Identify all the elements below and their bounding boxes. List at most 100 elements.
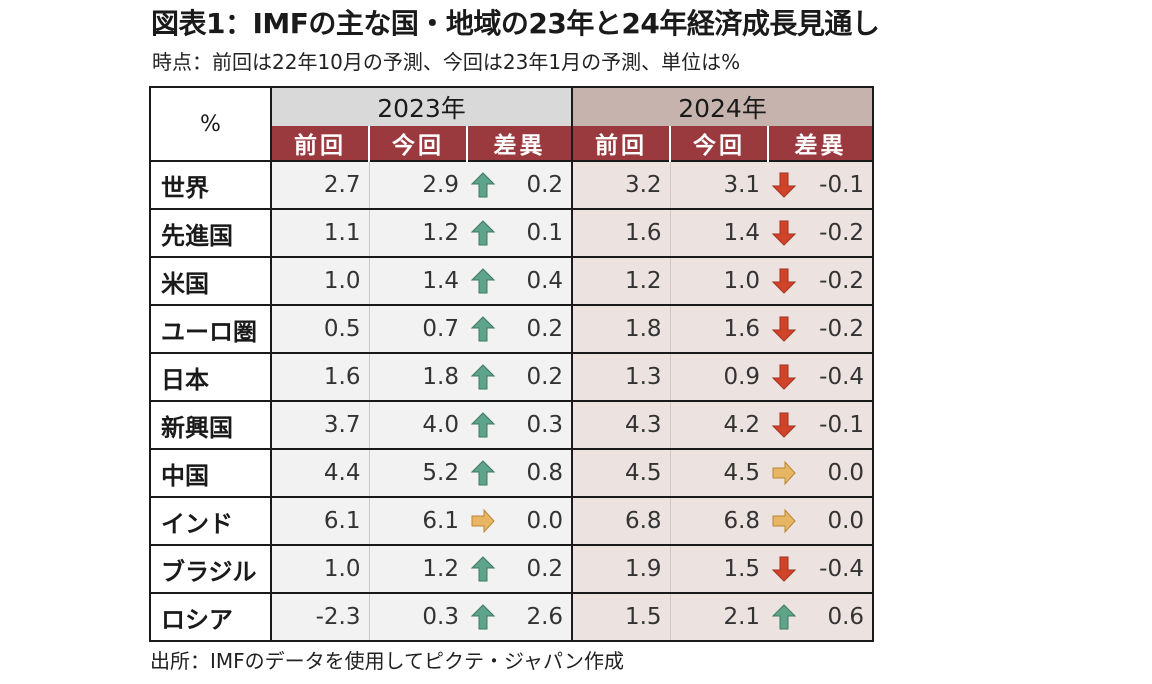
diff-value: -0.2 — [819, 268, 865, 294]
diff-value: 0.0 — [827, 508, 865, 534]
curr-2024-cell: 2.1 — [670, 592, 769, 642]
diff-value: 0.0 — [827, 460, 865, 486]
arrow-up-icon — [471, 604, 495, 630]
curr-2023-cell: 4.0 — [369, 400, 467, 449]
arrow-up-icon — [471, 316, 495, 342]
diff-cell-2024: 0.0 — [768, 496, 875, 545]
row-label: 世界 — [149, 160, 272, 209]
row-label: ブラジル — [149, 544, 272, 593]
diff-cell-2024: -0.4 — [768, 352, 875, 401]
diff-cell-2024: -0.2 — [768, 256, 875, 305]
curr-2024-cell: 1.6 — [670, 304, 769, 353]
table-body: 世界 2.7 2.9 0.2 3.2 3.1 -0.1 先進国 1.1 1.2 0.1 1.6 1.4-… — [149, 160, 875, 642]
arrow-down-icon — [772, 172, 797, 198]
diff-cell-2023: 0.1 — [467, 208, 574, 257]
row-label: 米国 — [149, 256, 272, 305]
arrow-down-icon — [772, 412, 797, 438]
diff-value: 0.2 — [526, 364, 564, 390]
diff-cell-2023: 0.0 — [467, 496, 574, 545]
curr-2024-cell: 1.5 — [670, 544, 769, 593]
curr-2024-cell: 6.8 — [670, 496, 769, 545]
row-label: ロシア — [149, 592, 272, 642]
prev-2023-cell: 0.5 — [271, 304, 370, 353]
curr-2023-cell: 1.2 — [369, 208, 467, 257]
prev-2023-cell: 2.7 — [271, 160, 370, 209]
diff-cell-2023: 0.2 — [467, 544, 574, 593]
prev-2023-cell: 1.1 — [271, 208, 370, 257]
forecast-table: % 2023年 2024年 前回 今回 差異 前回 今回 差異 世界 2.7 2.9… — [149, 86, 875, 642]
diff-cell-2023: 0.4 — [467, 256, 574, 305]
prev-2023-cell: 6.1 — [271, 496, 370, 545]
diff-cell-2024: -0.1 — [768, 400, 875, 449]
prev-2024-cell: 4.5 — [572, 448, 671, 497]
diff-cell-2024: -0.2 — [768, 304, 875, 353]
row-label: ユーロ圏 — [149, 304, 272, 353]
diff-value: -0.4 — [819, 364, 865, 390]
diff-value: 0.6 — [827, 604, 865, 630]
prev-2023-cell: 1.0 — [271, 544, 370, 593]
arrow-down-icon — [772, 316, 797, 342]
year-header-2023: 2023年 — [271, 86, 574, 126]
chart-subtitle: 時点：前回は22年10月の予測、今回は23年1月の予測、単位は% — [152, 50, 741, 74]
table-row: ロシア -2.3 0.3 2.6 1.5 2.1 0.6 — [149, 592, 875, 642]
table-row: 新興国 3.7 4.0 0.3 4.3 4.2 -0.1 — [149, 400, 875, 449]
diff-value: 0.2 — [526, 556, 564, 582]
arrow-down-icon — [772, 556, 797, 582]
diff-cell-2023: 0.2 — [467, 352, 574, 401]
curr-2023-cell: 2.9 — [369, 160, 467, 209]
row-label: 先進国 — [149, 208, 272, 257]
arrow-right-icon — [772, 508, 796, 534]
diff-cell-2023: 0.2 — [467, 160, 574, 209]
curr-2024-cell: 1.4 — [670, 208, 769, 257]
table-row: 日本 1.6 1.8 0.2 1.3 0.9 -0.4 — [149, 352, 875, 401]
subheader-diff-2024: 差異 — [768, 126, 875, 161]
chart-title: 図表1：IMFの主な国・地域の23年と24年経済成長見通し — [151, 7, 880, 40]
table-row: インド 6.1 6.1 0.0 6.8 6.8 0.0 — [149, 496, 875, 545]
prev-2024-cell: 6.8 — [572, 496, 671, 545]
diff-cell-2023: 2.6 — [467, 592, 574, 642]
arrow-right-icon — [772, 460, 796, 486]
diff-cell-2024: 0.6 — [768, 592, 875, 642]
diff-cell-2024: -0.1 — [768, 160, 875, 209]
diff-value: 0.0 — [526, 508, 564, 534]
diff-value: -0.2 — [819, 316, 865, 342]
curr-2024-cell: 4.2 — [670, 400, 769, 449]
arrow-up-icon — [471, 268, 495, 294]
diff-value: 0.4 — [526, 268, 564, 294]
table-row: ユーロ圏 0.5 0.7 0.2 1.8 1.6 -0.2 — [149, 304, 875, 353]
curr-2023-cell: 6.1 — [369, 496, 467, 545]
diff-value: -0.1 — [819, 172, 865, 198]
curr-2023-cell: 5.2 — [369, 448, 467, 497]
arrow-up-icon — [471, 220, 495, 246]
diff-value: 0.2 — [526, 172, 564, 198]
diff-value: 2.6 — [526, 604, 564, 630]
diff-cell-2024: -0.4 — [768, 544, 875, 593]
curr-2023-cell: 0.3 — [369, 592, 467, 642]
diff-cell-2023: 0.8 — [467, 448, 574, 497]
arrow-up-icon — [471, 412, 495, 438]
subheader-curr-2024: 今回 — [670, 126, 770, 161]
diff-cell-2023: 0.3 — [467, 400, 574, 449]
row-label: インド — [149, 496, 272, 545]
arrow-up-icon — [471, 172, 495, 198]
diff-value: -0.1 — [819, 412, 865, 438]
prev-2024-cell: 4.3 — [572, 400, 671, 449]
diff-value: 0.8 — [526, 460, 564, 486]
prev-2024-cell: 1.3 — [572, 352, 671, 401]
table-row: 先進国 1.1 1.2 0.1 1.6 1.4 -0.2 — [149, 208, 875, 257]
diff-value: -0.2 — [819, 220, 865, 246]
prev-2024-cell: 1.9 — [572, 544, 671, 593]
diff-cell-2024: 0.0 — [768, 448, 875, 497]
diff-value: 0.2 — [526, 316, 564, 342]
subheader-prev-2023: 前回 — [271, 126, 370, 161]
prev-2024-cell: 1.5 — [572, 592, 671, 642]
table-row: ブラジル 1.0 1.2 0.2 1.9 1.5 -0.4 — [149, 544, 875, 593]
prev-2024-cell: 1.2 — [572, 256, 671, 305]
curr-2024-cell: 1.0 — [670, 256, 769, 305]
prev-2023-cell: 1.6 — [271, 352, 370, 401]
arrow-down-icon — [772, 220, 797, 246]
curr-2024-cell: 4.5 — [670, 448, 769, 497]
subheader-prev-2024: 前回 — [572, 126, 672, 161]
prev-2023-cell: 3.7 — [271, 400, 370, 449]
table-row: 中国 4.4 5.2 0.8 4.5 4.5 0.0 — [149, 448, 875, 497]
